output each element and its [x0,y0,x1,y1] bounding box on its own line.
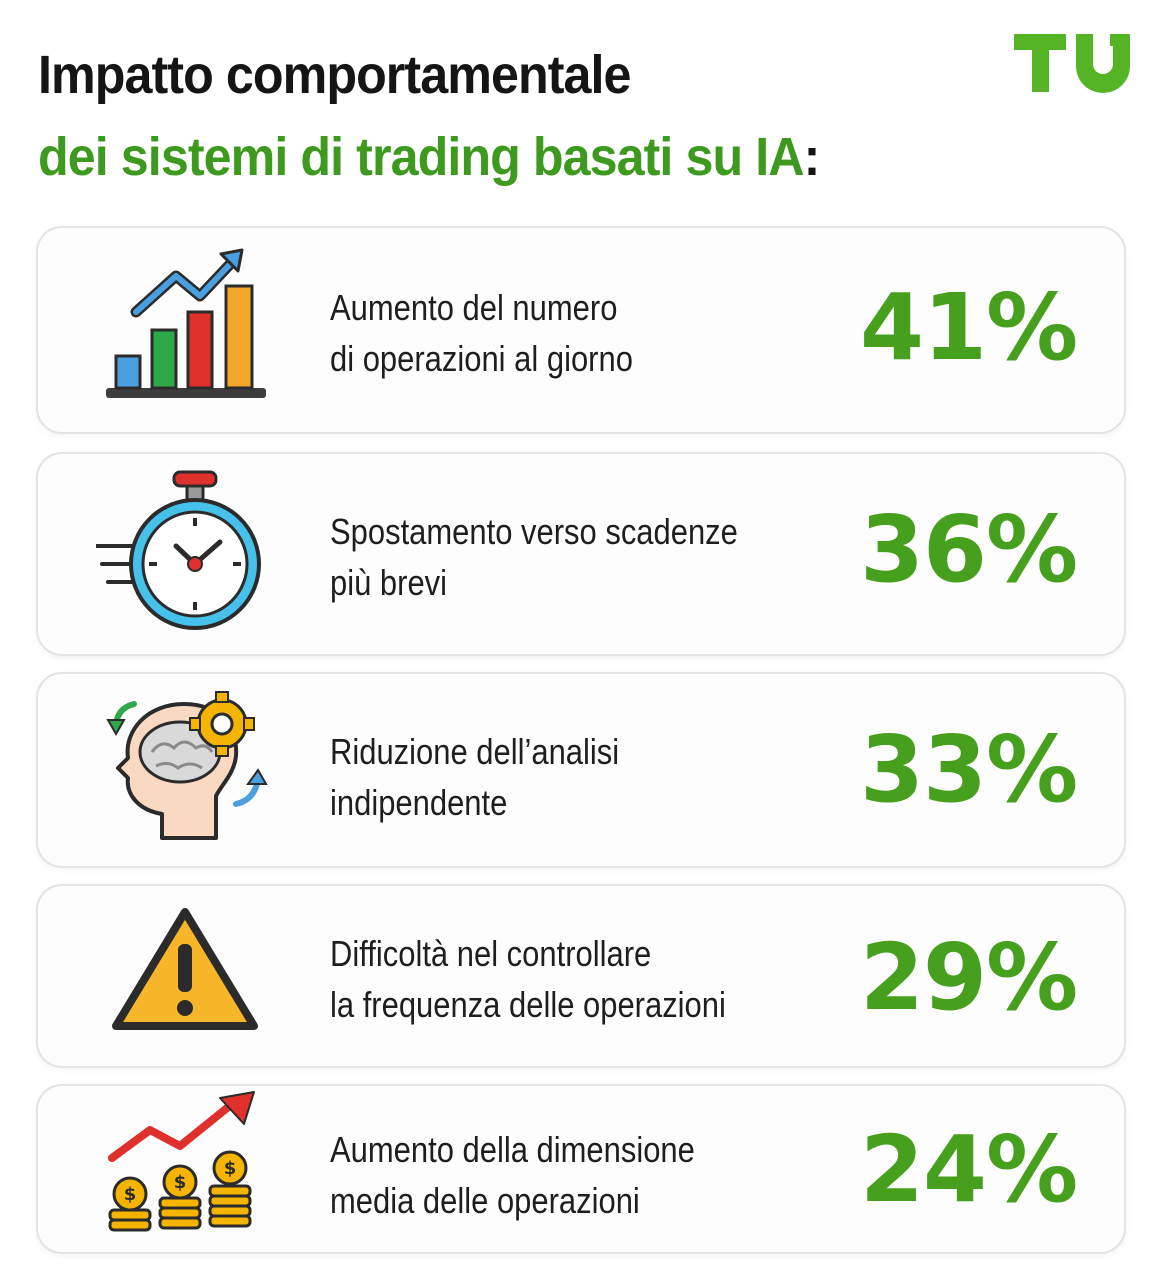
stat-label-line-2: indipendente [330,782,508,823]
stat-percentage: 41% [860,274,1078,381]
stat-label-line-1: Spostamento verso scadenze [330,511,738,552]
stat-label: Riduzione dell’analisi indipendente [330,726,619,828]
bar-chart-growth-icon [106,248,266,398]
stat-label: Aumento della dimensione media delle ope… [330,1124,695,1226]
svg-text:$: $ [174,1172,187,1193]
stopwatch-icon [96,470,261,630]
stat-label: Difficoltà nel controllare la frequenza … [330,928,726,1030]
stat-label-line-2: media delle operazioni [330,1180,640,1221]
stat-label-line-1: Difficoltà nel controllare [330,933,652,974]
title-colon: : [803,127,821,187]
stat-percentage: 24% [860,1116,1078,1223]
stat-label-line-2: più brevi [330,562,448,603]
stat-percentage: 29% [860,924,1078,1031]
stat-percentage: 33% [860,716,1078,823]
svg-text:$: $ [224,1158,237,1179]
title-line-2: dei sistemi di trading basati su IA: [38,126,821,188]
stat-label-line-2: di operazioni al giorno [330,338,633,379]
head-brain-gear-icon [106,691,268,840]
stat-percentage: 36% [860,496,1078,603]
stat-card-trade-size: $ $ $ Aumento della dimensione media del… [36,1084,1126,1254]
stat-card-independent-analysis: Riduzione dell’analisi indipendente 33% [36,672,1126,868]
stat-label-line-1: Aumento della dimensione [330,1129,695,1170]
stat-card-trades-per-day: Aumento del numero di operazioni al gior… [36,226,1126,434]
title-line-2-text: dei sistemi di trading basati su IA [38,127,805,187]
tu-logo: TU [1014,34,1130,93]
stat-card-shorter-timeframes: Spostamento verso scadenze più brevi 36% [36,452,1126,656]
stat-card-frequency-control: Difficoltà nel controllare la frequenza … [36,884,1126,1068]
stat-label-line-1: Riduzione dell’analisi [330,731,620,772]
warning-triangle-icon [112,908,258,1030]
stat-label-line-2: la frequenza delle operazioni [330,984,726,1025]
svg-text:$: $ [124,1184,137,1205]
coins-growth-icon: $ $ $ [108,1091,255,1232]
stat-label: Aumento del numero di operazioni al gior… [330,282,633,384]
stat-label-line-1: Aumento del numero [330,287,618,328]
title-line-1: Impatto comportamentale [38,45,631,105]
stat-label: Spostamento verso scadenze più brevi [330,506,738,608]
